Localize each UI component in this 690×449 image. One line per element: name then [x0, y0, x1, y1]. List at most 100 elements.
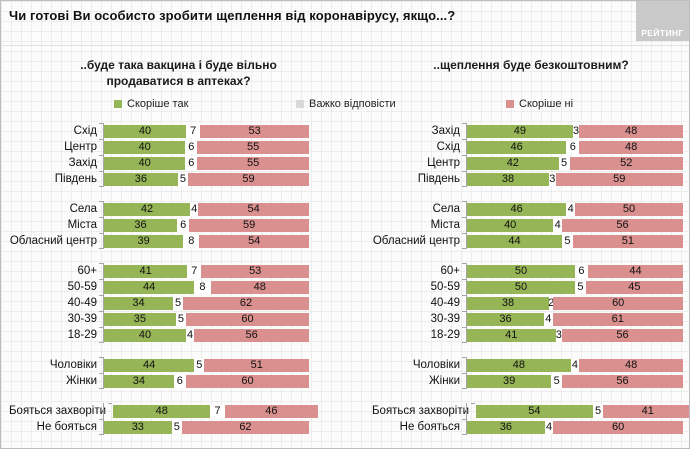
bar-segment-no: 55: [197, 157, 309, 170]
stacked-bar: 48 7 46: [108, 403, 319, 418]
stacked-bar: 39 8 54: [99, 233, 309, 249]
bar-segment-hard: 5: [575, 281, 586, 294]
bar-segment-no: 54: [199, 235, 309, 248]
bar-segment-yes: 33: [104, 421, 172, 434]
row-label: Схід: [73, 125, 97, 137]
chart-row: Не бояться 33 5 62: [9, 419, 318, 435]
bar-group: Захід 49 3 48 Схід 46 6 48 Центр 42 5 52 Південь 38 3 5…: [372, 123, 689, 187]
bar-segment-hard: 5: [551, 375, 563, 388]
bar-segment-yes: 36: [104, 219, 178, 232]
bar-segment-hard: 5: [562, 235, 573, 248]
bar-segment-yes: 34: [104, 297, 173, 310]
chart-row: Села 42 4 54: [9, 201, 318, 216]
bar-segment-no: 56: [194, 329, 309, 342]
bar-segment-yes: 48: [113, 405, 211, 418]
bar-group: Схід 40 7 53 Центр 40 6 55 Захід 40 6 55 Південь 36 5 5…: [9, 123, 318, 187]
row-label: Захід: [68, 157, 97, 169]
chart-row: Південь 38 3 59: [372, 171, 689, 187]
stacked-bar: 40 6 55: [99, 139, 309, 154]
chart-row: 60+ 41 7 53: [9, 263, 318, 278]
bar-segment-hard: 7: [187, 265, 202, 278]
bar-segment-yes: 50: [467, 281, 575, 294]
row-label: Обласний центр: [9, 235, 97, 247]
bar-segment-hard: 5: [194, 359, 205, 372]
chart-row: 30-39 36 4 61: [372, 311, 689, 326]
chart-row: Жінки 39 5 56: [372, 373, 689, 389]
bar-segment-no: 60: [185, 375, 309, 388]
bar-segment-no: 59: [189, 219, 309, 232]
chart-row: Захід 40 6 55: [9, 155, 318, 170]
bar-segment-hard: 4: [543, 313, 553, 326]
bar-segment-yes: 42: [467, 157, 559, 170]
bar-segment-hard: 8: [183, 235, 200, 248]
stacked-bar: 40 4 56: [99, 327, 309, 343]
bar-segment-yes: 40: [104, 157, 186, 170]
chart-pharmacy: Схід 40 7 53 Центр 40 6 55 Захід 40 6 55 Південь 36 5 5…: [9, 123, 319, 448]
stacked-bar: 42 5 52: [462, 155, 683, 170]
bar-segment-yes: 44: [104, 359, 195, 372]
row-label: 60+: [77, 265, 97, 277]
chart-row: Схід 40 7 53: [9, 123, 318, 138]
row-label: Чоловіки: [412, 359, 460, 371]
legend-label-yes: Скоріше так: [127, 98, 189, 110]
bar-segment-no: 53: [201, 265, 309, 278]
row-label: 40-49: [67, 297, 97, 309]
legend-label-no: Скоріше ні: [519, 98, 574, 110]
chart-row: Міста 40 4 56: [372, 217, 689, 232]
bar-segment-yes: 46: [467, 203, 567, 216]
chart-row: Чоловіки 48 4 48: [372, 357, 689, 372]
chart-row: 60+ 50 6 44: [372, 263, 689, 278]
bar-segment-hard: 4: [544, 421, 554, 434]
row-label: 18-29: [67, 329, 97, 341]
bar-segment-no: 51: [204, 359, 309, 372]
chart-row: 40-49 38 2 60: [372, 295, 689, 310]
bar-segment-yes: 36: [467, 313, 544, 326]
bar-segment-hard: 6: [185, 141, 198, 154]
row-label: Бояться захворіти: [9, 405, 107, 417]
bar-segment-hard: 5: [592, 405, 604, 418]
stacked-bar: 46 6 48: [462, 139, 683, 154]
stacked-bar: 42 4 54: [99, 201, 309, 216]
bar-segment-hard: 6: [575, 265, 588, 278]
bar-segment-no: 52: [569, 157, 683, 170]
stacked-bar: 41 7 53: [99, 263, 309, 278]
stacked-bar: 44 5 51: [462, 233, 683, 249]
stacked-bar: 34 5 62: [99, 295, 309, 310]
bar-segment-no: 59: [188, 173, 309, 186]
bar-segment-yes: 36: [104, 173, 178, 186]
bar-segment-yes: 39: [104, 235, 184, 248]
chart-row: Не бояться 36 4 60: [372, 419, 689, 435]
stacked-bar: 33 5 62: [99, 419, 309, 435]
chart-row: Села 46 4 50: [372, 201, 689, 216]
row-label: Села: [69, 203, 97, 215]
bar-group: 60+ 41 7 53 50-59 44 8 48 40-49 34 5 62 30-39 35 5 60 18…: [9, 263, 318, 343]
chart-row: Південь 36 5 59: [9, 171, 318, 187]
legend: Скоріше так Важко відповісти Скоріше ні: [1, 98, 689, 112]
bar-group: Чоловіки 48 4 48 Жінки 39 5 56: [372, 357, 689, 389]
bar-group: Села 42 4 54 Міста 36 6 59 Обласний центр 39 8 54: [9, 201, 318, 249]
bar-segment-yes: 36: [467, 421, 545, 434]
bar-segment-no: 55: [197, 141, 309, 154]
bar-segment-yes: 40: [104, 125, 186, 138]
row-label: Південь: [54, 173, 97, 185]
bar-segment-yes: 41: [467, 329, 556, 342]
row-label: Міста: [67, 219, 97, 231]
stacked-bar: 48 4 48: [462, 357, 683, 372]
chart-row: Захід 49 3 48: [372, 123, 689, 138]
bar-segment-no: 45: [585, 281, 683, 294]
bar-segment-hard: 6: [173, 375, 186, 388]
row-label: 50-59: [430, 281, 460, 293]
bar-segment-hard: 3: [555, 329, 563, 342]
bar-segment-no: 41: [603, 405, 689, 418]
row-label: Обласний центр: [372, 235, 460, 247]
stacked-bar: 36 6 59: [99, 217, 309, 232]
row-label: Центр: [427, 157, 460, 169]
bar-segment-no: 50: [574, 203, 683, 216]
bar-segment-no: 51: [572, 235, 683, 248]
chart-row: Центр 40 6 55: [9, 139, 318, 154]
bar-segment-yes: 38: [467, 173, 550, 186]
row-label: 40-49: [430, 297, 460, 309]
bar-segment-yes: 46: [467, 141, 567, 154]
legend-swatch-no-icon: [506, 100, 514, 108]
bar-segment-hard: 4: [190, 203, 199, 216]
